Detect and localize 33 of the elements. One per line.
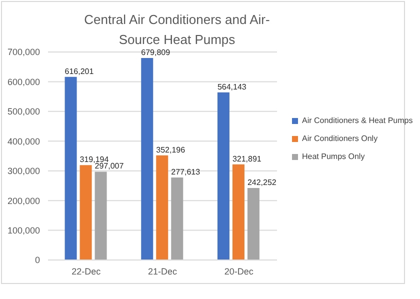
data-label: 679,809 (141, 48, 171, 57)
y-tick-label: 0 (34, 255, 40, 266)
bar (247, 188, 260, 260)
data-label: 242,252 (247, 178, 277, 188)
legend-label: Air Conditioners & Heat Pumps (302, 116, 413, 125)
data-label: 297,007 (94, 162, 124, 171)
x-tick-label: 20-Dec (224, 266, 254, 276)
bar (141, 58, 154, 260)
data-label: 352,196 (156, 145, 186, 154)
data-label: 616,201 (64, 66, 94, 76)
bar (94, 172, 107, 260)
bar (232, 164, 244, 260)
chart-title: Central Air Conditioners and Air-Source Heat Pumps (84, 12, 270, 47)
bar (217, 92, 230, 260)
legend-label: Heat Pumps Only (302, 152, 365, 161)
y-tick-label: 200,000 (7, 196, 40, 206)
y-tick-label: 300,000 (7, 166, 40, 176)
bar (80, 165, 92, 260)
data-label: 321,891 (232, 154, 262, 164)
x-tick-label: 21-Dec (148, 266, 178, 276)
y-tick-label: 500,000 (7, 106, 40, 117)
data-label: 277,613 (171, 168, 201, 177)
data-label: 564,143 (217, 82, 247, 92)
x-tick-label: 22-Dec (72, 266, 102, 276)
data-label: 319,194 (80, 155, 110, 164)
bar (64, 76, 77, 260)
bar (171, 178, 184, 260)
y-tick-label: 100,000 (7, 225, 40, 236)
legend-label: Air Conditioners Only (302, 134, 378, 143)
y-tick-label: 700,000 (7, 47, 40, 58)
y-tick-label: 600,000 (7, 76, 40, 87)
y-tick-label: 400,000 (7, 136, 40, 146)
bar (156, 155, 168, 260)
